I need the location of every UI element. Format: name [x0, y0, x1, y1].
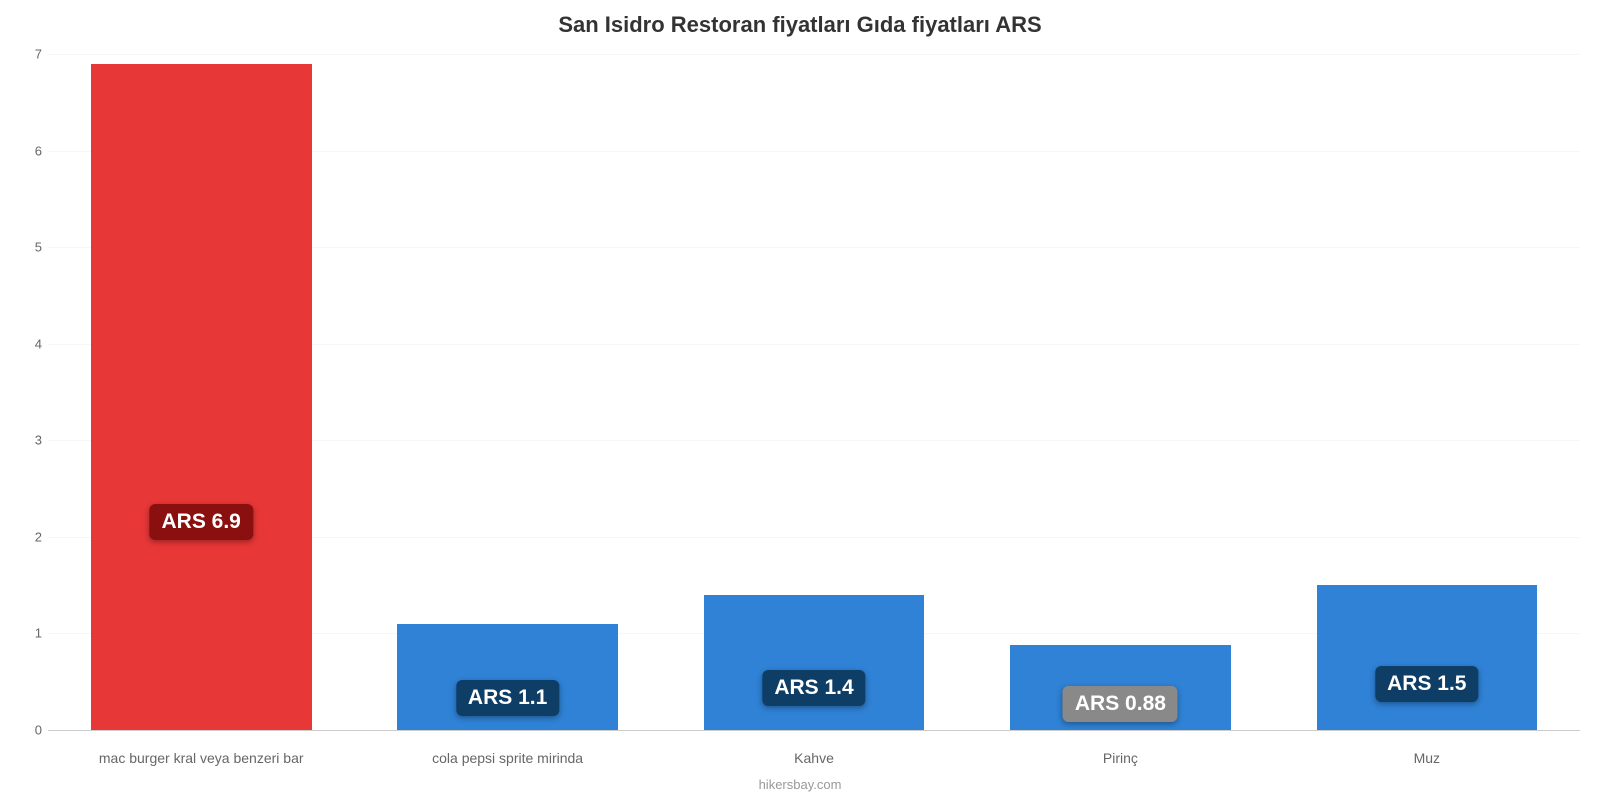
- y-tick-label: 5: [16, 240, 42, 255]
- x-tick-label: Pirinç: [967, 750, 1273, 766]
- bar: ARS 1.5: [1317, 585, 1538, 730]
- y-tick-label: 3: [16, 433, 42, 448]
- bar-slot: ARS 0.88: [967, 54, 1273, 730]
- plot-area: 01234567ARS 6.9ARS 1.1ARS 1.4ARS 0.88ARS…: [48, 54, 1580, 730]
- bar: ARS 1.1: [397, 624, 618, 730]
- bar: ARS 6.9: [91, 64, 312, 730]
- value-badge: ARS 0.88: [1063, 686, 1178, 722]
- chart-title: San Isidro Restoran fiyatları Gıda fiyat…: [0, 0, 1600, 38]
- x-tick-label: cola pepsi sprite mirinda: [354, 750, 660, 766]
- y-tick-label: 0: [16, 723, 42, 738]
- gridline: [48, 730, 1580, 731]
- y-tick-label: 7: [16, 47, 42, 62]
- bar: ARS 1.4: [704, 595, 925, 730]
- value-badge: ARS 6.9: [150, 504, 253, 540]
- y-tick-label: 2: [16, 529, 42, 544]
- y-tick-label: 4: [16, 336, 42, 351]
- bar-slot: ARS 6.9: [48, 54, 354, 730]
- x-tick-label: mac burger kral veya benzeri bar: [48, 750, 354, 766]
- x-axis: mac burger kral veya benzeri barcola pep…: [48, 750, 1580, 766]
- value-badge: ARS 1.5: [1375, 666, 1478, 702]
- bars-container: ARS 6.9 ARS 1.1 ARS 1.4 ARS 0.88 ARS 1.5: [48, 54, 1580, 730]
- x-tick-label: Muz: [1274, 750, 1580, 766]
- price-bar-chart: San Isidro Restoran fiyatları Gıda fiyat…: [0, 0, 1600, 800]
- value-badge: ARS 1.4: [762, 670, 865, 706]
- bar-slot: ARS 1.5: [1274, 54, 1580, 730]
- attribution-text: hikersbay.com: [0, 777, 1600, 792]
- value-badge: ARS 1.1: [456, 680, 559, 716]
- y-tick-label: 6: [16, 143, 42, 158]
- bar: ARS 0.88: [1010, 645, 1231, 730]
- bar-slot: ARS 1.1: [354, 54, 660, 730]
- x-tick-label: Kahve: [661, 750, 967, 766]
- bar-slot: ARS 1.4: [661, 54, 967, 730]
- y-tick-label: 1: [16, 626, 42, 641]
